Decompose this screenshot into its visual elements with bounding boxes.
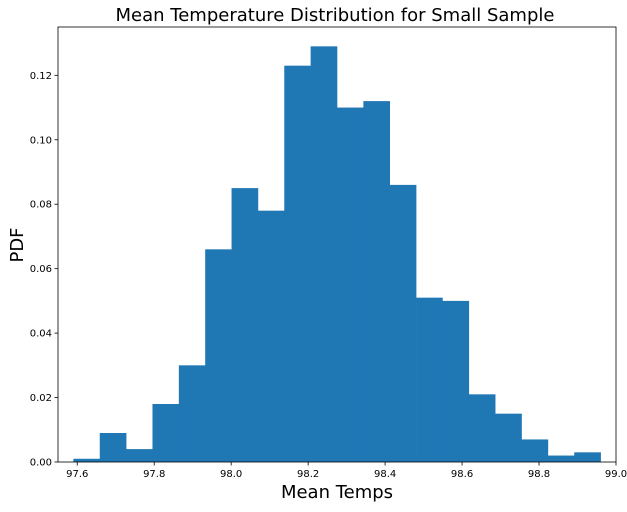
y-tick-label: 0.02 [30,393,52,404]
histogram-bar [178,365,206,462]
x-ticks-group: 97.6 97.8 98.0 98.2 98.4 98.6 98.8 99.0 [66,462,627,480]
x-tick-label: 98.6 [451,469,473,480]
histogram-bar [416,297,443,462]
y-ticks-group: 0.00 0.02 0.04 0.06 0.08 0.10 0.12 [30,71,58,469]
x-tick-label: 98.4 [374,469,396,480]
histogram-bar [337,107,364,463]
histogram-bar [521,439,549,462]
y-tick-label: 0.10 [30,135,52,146]
y-tick-label: 0.00 [30,458,52,469]
y-axis-label: PDF [7,227,28,262]
chart-title: Mean Temperature Distribution for Small … [116,5,555,26]
x-tick-label: 97.8 [143,469,165,480]
histogram-bar [363,101,391,462]
y-tick-label: 0.08 [30,200,52,211]
histogram-bar [126,449,153,462]
histogram-bar [152,404,180,462]
histogram-bar [574,452,601,462]
histogram-bar [284,65,311,463]
histogram-bar [73,458,101,462]
histogram-bar [310,46,338,462]
histogram-bar [205,249,232,462]
x-tick-label: 97.6 [66,469,88,480]
histogram-bar [468,394,496,462]
x-tick-label: 98.0 [220,469,242,480]
x-tick-label: 99.0 [605,469,627,480]
y-tick-label: 0.06 [30,264,52,275]
histogram-bar [231,188,259,462]
bars-group [73,46,601,463]
x-axis-label: Mean Temps [281,482,393,503]
histogram-bar [389,184,417,462]
y-tick-label: 0.12 [30,71,52,82]
plot-frame [57,26,617,463]
histogram-bar [257,210,285,462]
histogram-bar [99,433,127,462]
histogram-bar [442,300,470,462]
y-tick-label: 0.04 [30,329,52,340]
x-tick-label: 98.2 [297,469,319,480]
x-tick-label: 98.8 [528,469,550,480]
histogram-bar [547,455,575,462]
histogram-bar [495,413,522,462]
